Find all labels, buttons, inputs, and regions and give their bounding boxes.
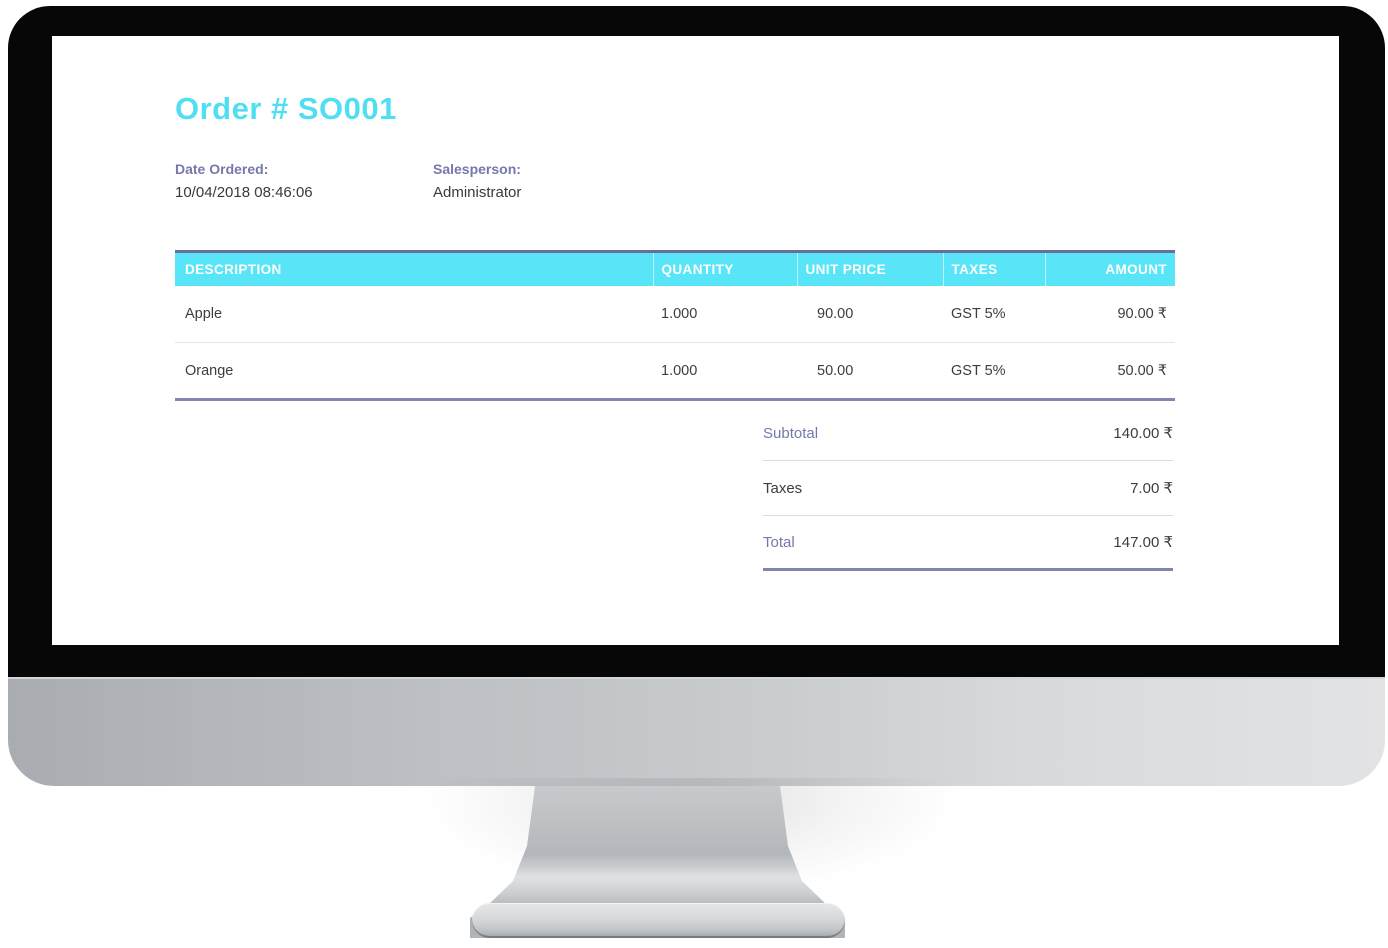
order-lines-table-header: DESCRIPTION QUANTITY UNIT PRICE TAXES AM…	[175, 251, 1175, 286]
order-document: Order # SO001 Date Ordered: 10/04/2018 0…	[52, 36, 1339, 645]
totals-section: Subtotal 140.00 ₹ Taxes 7.00 ₹ Total 147…	[763, 406, 1173, 571]
salesperson-value: Administrator	[433, 184, 522, 201]
taxes-row: Taxes 7.00 ₹	[763, 461, 1173, 516]
monitor-bezel: Order # SO001 Date Ordered: 10/04/2018 0…	[8, 6, 1385, 677]
total-value: 147.00 ₹	[1113, 534, 1173, 551]
header-unit-price: UNIT PRICE	[796, 251, 943, 286]
cell-taxes: GST 5%	[943, 342, 1045, 401]
table-row: Apple 1.000 90.00 GST 5% 90.00 ₹	[175, 285, 1175, 343]
total-row: Total 147.00 ₹	[763, 516, 1173, 571]
subtotal-row: Subtotal 140.00 ₹	[763, 406, 1173, 461]
monitor-stand-foot	[472, 903, 845, 938]
cell-amount: 90.00 ₹	[1045, 285, 1175, 343]
date-ordered-block: Date Ordered: 10/04/2018 08:46:06	[175, 161, 433, 201]
monitor-screen: Order # SO001 Date Ordered: 10/04/2018 0…	[52, 36, 1339, 645]
cell-quantity: 1.000	[653, 285, 797, 343]
cell-unit-price: 90.00	[797, 285, 943, 343]
header-taxes: TAXES	[942, 251, 1045, 286]
cell-taxes: GST 5%	[943, 285, 1045, 343]
cell-description: Apple	[175, 285, 653, 343]
date-ordered-value: 10/04/2018 08:46:06	[175, 184, 313, 201]
salesperson-block: Salesperson: Administrator	[433, 161, 691, 201]
cell-description: Orange	[175, 342, 653, 401]
monitor-chin	[8, 677, 1385, 786]
taxes-label: Taxes	[763, 479, 803, 497]
subtotal-label: Subtotal	[763, 424, 819, 442]
cell-unit-price: 50.00	[797, 342, 943, 401]
date-ordered-label: Date Ordered:	[175, 161, 269, 177]
order-info-row: Date Ordered: 10/04/2018 08:46:06 Salesp…	[175, 161, 691, 201]
table-row: Orange 1.000 50.00 GST 5% 50.00 ₹	[175, 342, 1175, 401]
order-lines-table: DESCRIPTION QUANTITY UNIT PRICE TAXES AM…	[175, 250, 1175, 401]
header-amount: AMOUNT	[1044, 251, 1175, 286]
taxes-value: 7.00 ₹	[1130, 480, 1173, 497]
cell-amount: 50.00 ₹	[1045, 342, 1175, 401]
cell-quantity: 1.000	[653, 342, 797, 401]
salesperson-label: Salesperson:	[433, 161, 521, 177]
order-title: Order # SO001	[175, 91, 397, 126]
subtotal-value: 140.00 ₹	[1113, 425, 1173, 442]
total-label: Total	[763, 533, 795, 551]
header-description: DESCRIPTION	[175, 251, 653, 286]
header-quantity: QUANTITY	[652, 251, 797, 286]
